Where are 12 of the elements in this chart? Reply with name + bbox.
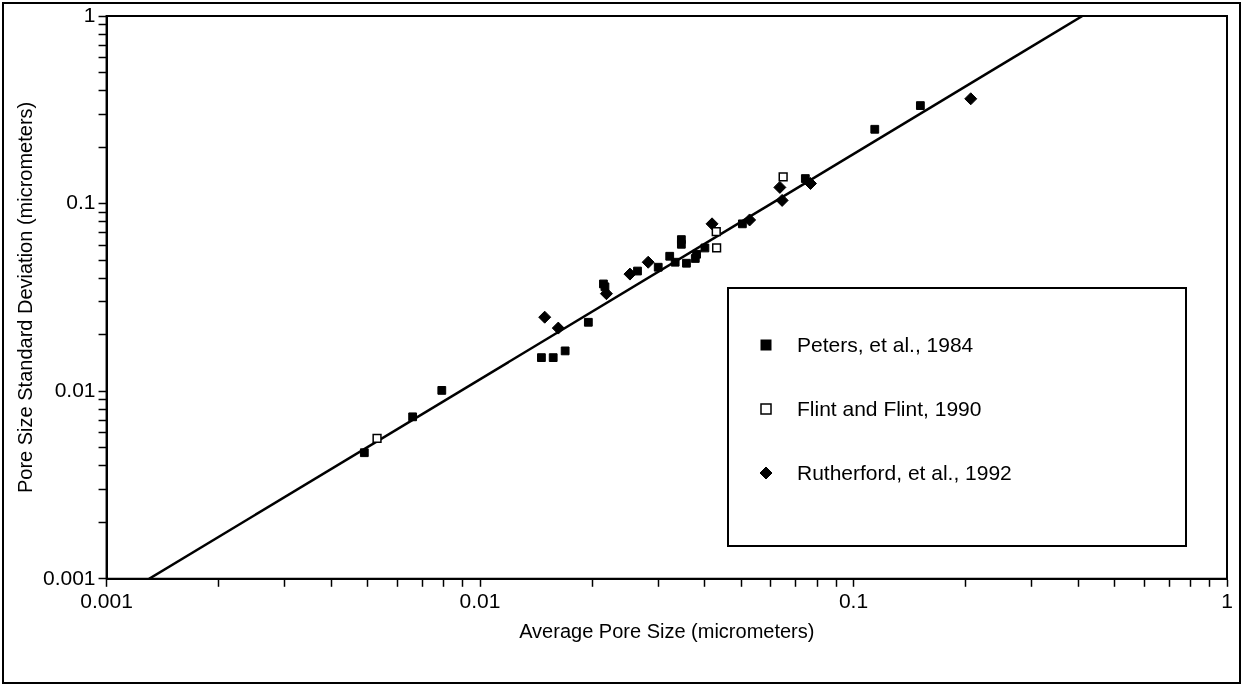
legend-label: Rutherford, et al., 1992 <box>797 460 1012 485</box>
x-tick-label: 0.01 <box>459 589 501 613</box>
y-axis-title: Pore Size Standard Deviation (micrometers) <box>13 101 36 494</box>
y-tick-label: 0.001 <box>42 565 96 589</box>
x-axis-title: Average Pore Size (micrometers) <box>519 619 815 642</box>
y-tick-label: 0.01 <box>54 378 96 401</box>
legend-label: Peters, et al., 1984 <box>797 332 974 357</box>
x-tick-label: 0.1 <box>838 589 869 613</box>
legend-label: Flint and Flint, 1990 <box>797 396 982 421</box>
x-tick-label: 1 <box>1221 589 1233 613</box>
y-tick-label: 1 <box>83 2 96 26</box>
y-tick-label: 0.1 <box>66 190 96 214</box>
